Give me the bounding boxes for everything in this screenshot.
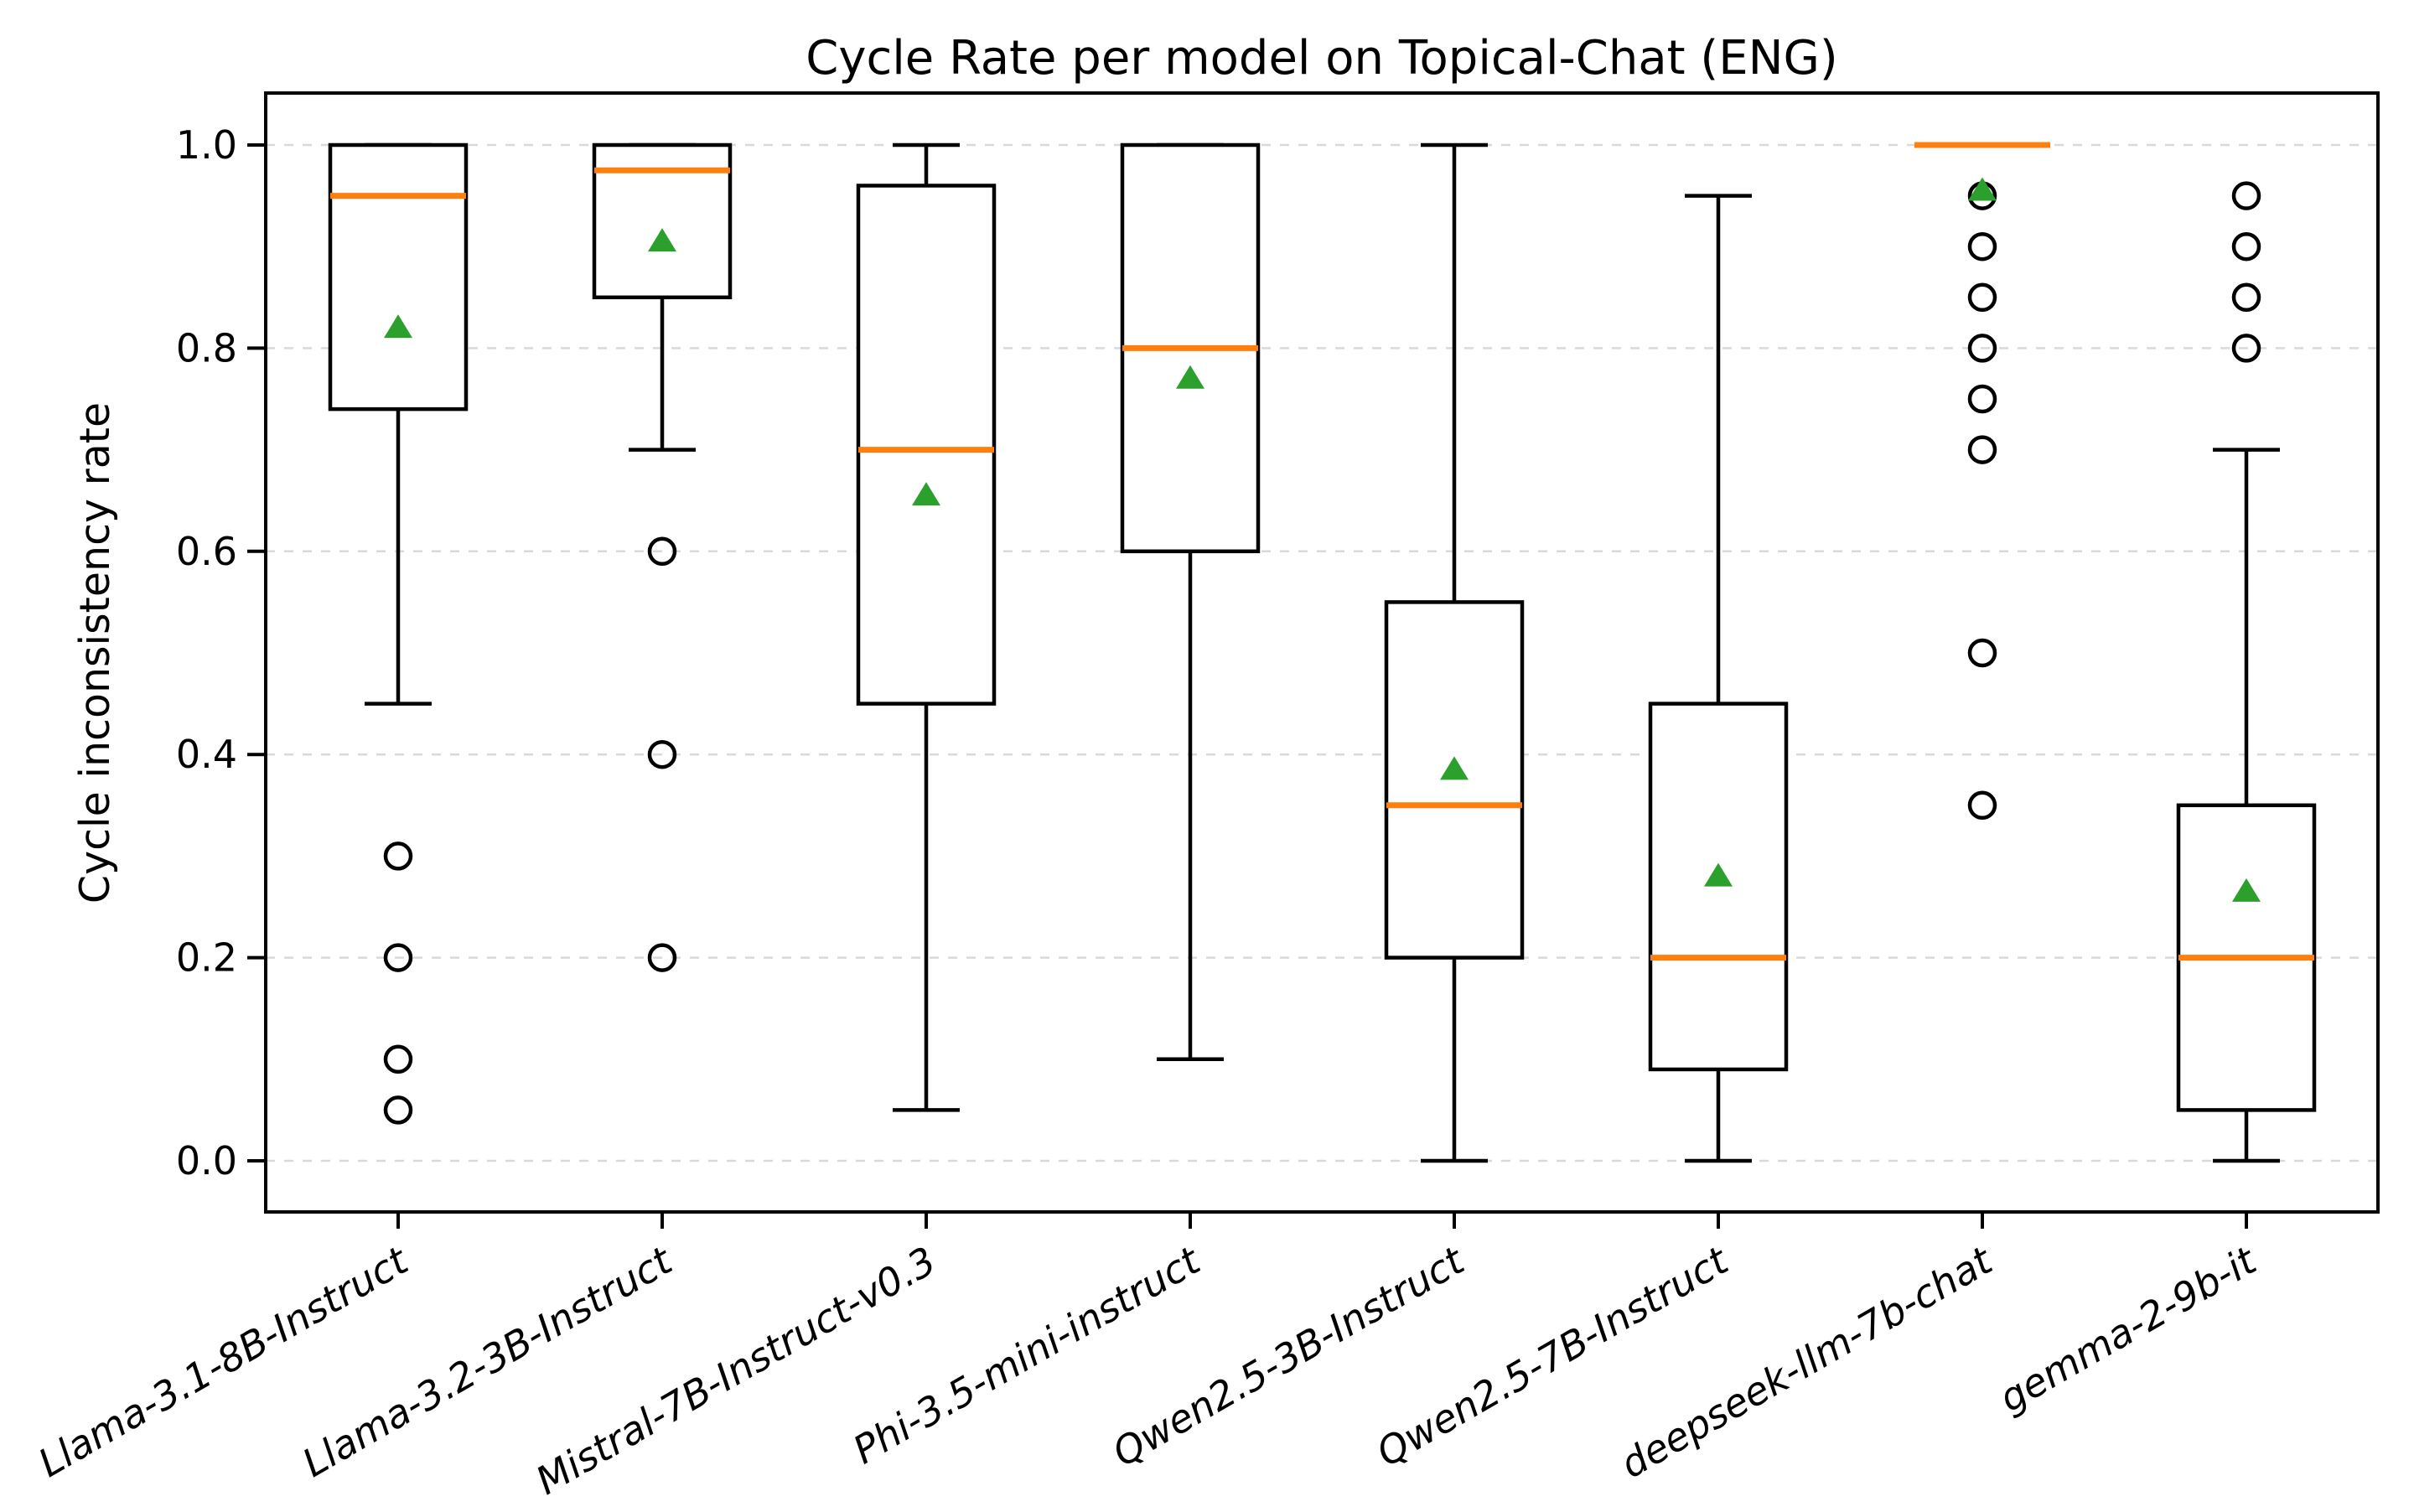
outlier-marker	[647, 739, 677, 769]
outlier-marker	[1967, 790, 1997, 821]
outlier-marker	[2231, 334, 2261, 363]
outlier-marker	[2231, 231, 2261, 261]
y-tick-label: 0.4	[176, 732, 237, 777]
axes-frame	[264, 91, 2380, 1214]
box-group-deepseek-llm-7b-chat	[1914, 142, 2050, 821]
y-axis-label: Cycle inconsistency rate	[71, 402, 119, 904]
mean-marker	[912, 482, 940, 506]
iqr-box	[1648, 702, 1789, 1072]
outlier-marker	[1967, 638, 1997, 668]
mean-marker	[1176, 365, 1204, 389]
outlier-marker	[2231, 181, 2261, 210]
outlier-marker	[383, 943, 413, 972]
gridline-layer	[266, 143, 2378, 1162]
outlier-marker	[1967, 334, 1997, 363]
box-group-gemma-2-9b-it	[2176, 181, 2317, 1163]
box-group-mistral-7b-instruct-v0-3	[856, 142, 997, 1112]
mean-marker	[2232, 878, 2261, 902]
box-group-qwen2-5-7b-instruct	[1648, 194, 1789, 1163]
y-tick-label: 0.6	[176, 529, 237, 574]
outlier-marker	[1967, 231, 1997, 261]
outlier-marker	[383, 841, 413, 871]
box-group-llama-3-1-8b-instruct	[328, 142, 469, 1125]
y-tick-label: 0.2	[176, 935, 237, 981]
outlier-marker	[1967, 435, 1997, 464]
y-tick-label: 0.0	[176, 1138, 237, 1183]
box-group-qwen2-5-3b-instruct	[1384, 142, 1525, 1163]
box-group-phi-3-5-mini-instruct	[1120, 142, 1261, 1062]
outlier-marker	[1967, 282, 1997, 313]
x-tick-label: gemma-2-9b-it	[1992, 1237, 2265, 1421]
y-tick-label: 1.0	[176, 122, 237, 168]
mean-marker	[1968, 177, 1997, 201]
outlier-marker	[383, 1044, 413, 1074]
iqr-box	[1384, 600, 1525, 960]
mean-marker	[384, 314, 412, 339]
outlier-marker	[647, 943, 677, 972]
outlier-marker	[1967, 384, 1997, 414]
mean-marker	[1704, 862, 1733, 887]
mean-marker	[648, 228, 676, 252]
boxplot-layer	[328, 142, 2317, 1163]
outlier-marker	[383, 1095, 413, 1125]
outlier-marker	[2231, 282, 2261, 313]
chart-title: Cycle Rate per model on Topical-Chat (EN…	[806, 31, 1838, 85]
mean-marker	[1440, 756, 1469, 780]
iqr-box	[328, 142, 469, 412]
box-group-llama-3-2-3b-instruct	[592, 142, 733, 972]
iqr-box	[856, 184, 997, 706]
outlier-marker	[647, 536, 677, 567]
y-tick-label: 0.8	[176, 325, 237, 370]
